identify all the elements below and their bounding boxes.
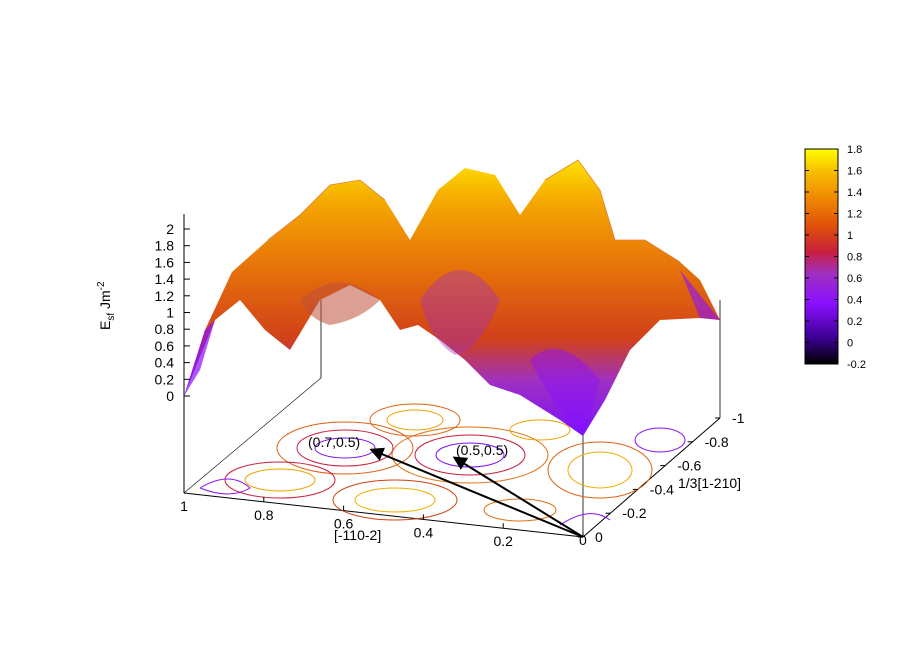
surface-dip <box>530 348 600 436</box>
contour-line <box>386 409 444 431</box>
contour-line <box>509 419 571 441</box>
contour-line <box>547 441 653 499</box>
y-tick-label: -0.4 <box>650 481 674 497</box>
colorbar-tick-label: 0.4 <box>847 295 862 307</box>
x-tick-label: 1 <box>180 498 188 514</box>
x-tick-label: 0.8 <box>254 507 274 523</box>
colorbar-ticks: 1.8 1.6 1.4 1.2 1 0.8 0.6 0.4 0.2 0 -0.2 <box>805 144 866 371</box>
z-tick-label: 1.4 <box>155 271 175 287</box>
x-tick-label: 0.2 <box>493 533 513 549</box>
z-tick-label: 1 <box>166 305 174 321</box>
colorbar-tick-label: 1.4 <box>847 187 862 199</box>
colorbar-tick-label: 0 <box>847 338 853 350</box>
contour-line <box>634 427 686 453</box>
energy-surface <box>184 159 720 436</box>
x-tick-label: 0.6 <box>334 516 354 532</box>
colorbar-tick-label: 1.2 <box>847 209 862 221</box>
colorbar: 1.8 1.6 1.4 1.2 1 0.8 0.6 0.4 0.2 0 -0.2 <box>804 144 866 371</box>
x-tick-label: 0.4 <box>414 524 434 540</box>
surface-dip <box>184 320 215 396</box>
contour-line <box>199 478 251 495</box>
back-edge-line <box>183 377 322 494</box>
contour-line <box>332 479 458 521</box>
contour-line <box>296 429 394 467</box>
y-tick-label: 0 <box>595 529 603 545</box>
z-tick-label: 2 <box>166 221 174 237</box>
y-axis-label: 1/3[1-210] <box>678 475 741 491</box>
contour-line <box>391 426 549 484</box>
surface-dip <box>420 270 500 355</box>
y-tick-label: -0.6 <box>677 458 701 474</box>
surface-dip <box>300 282 380 325</box>
vector-arrow-0.7-0.5 <box>369 447 584 538</box>
z-label-sup: -2 <box>96 281 107 290</box>
z-label-unit: Jm <box>97 290 113 313</box>
z-tick-label: 0.6 <box>155 338 175 354</box>
contour-line <box>414 434 526 476</box>
surface-mesh-highlight <box>544 159 681 263</box>
colorbar-tick-label: 1 <box>847 230 853 242</box>
colorbar-tick-label: 1.8 <box>847 144 862 156</box>
y-axis-ticks: 0 -0.2-0.4-0.6-0.8-1 <box>578 410 745 545</box>
y-tick-label: -0.8 <box>705 434 729 450</box>
z-tick-label: 1.8 <box>155 238 175 254</box>
z-tick-label: 0.8 <box>155 321 175 337</box>
vector-arrows: (0.7,0.5) (0.5,0.5) <box>308 434 584 538</box>
vector-arrow-0.5-0.5 <box>452 456 584 538</box>
contour-line <box>244 468 316 492</box>
vector-label-0.5-0.5: (0.5,0.5) <box>456 442 508 458</box>
z-tick-label: 0.2 <box>155 371 175 387</box>
x-axis-line <box>183 492 584 538</box>
contour-line <box>276 421 414 475</box>
origin-label: 0 <box>579 532 587 548</box>
z-axis-ticks: 00.20.40.60.811.21.41.61.82 <box>155 221 190 404</box>
contour-line <box>369 403 461 437</box>
y-tick-label: -0.2 <box>622 505 646 521</box>
surface-body <box>184 160 720 436</box>
z-label-sub: sf <box>106 313 117 321</box>
contour-line <box>559 513 611 526</box>
x-axis-ticks: 1 0.8 0.6 0.4 0.2 <box>180 488 584 549</box>
contour-line <box>224 461 336 499</box>
x-axis-label: [-110-2] <box>334 527 381 543</box>
y-tick-label: -1 <box>732 410 745 426</box>
surface-dip <box>680 270 720 320</box>
z-tick-label: 1.2 <box>155 288 175 304</box>
colorbar-gradient <box>804 148 839 365</box>
colorbar-tick-label: 1.6 <box>847 166 862 178</box>
contour-line <box>567 451 633 489</box>
colorbar-tick-label: 0.8 <box>847 252 862 264</box>
colorbar-tick-label: 0.6 <box>847 273 862 285</box>
z-tick-label: 1.6 <box>155 254 175 270</box>
z-tick-label: 0.4 <box>155 355 175 371</box>
contour-map <box>199 403 686 526</box>
surface-mesh-highlight <box>267 179 386 241</box>
vector-label-0.7-0.5: (0.7,0.5) <box>308 434 360 450</box>
z-label-main: E <box>97 321 113 330</box>
svg-text:Esf Jm-2: Esf Jm-2 <box>96 281 117 330</box>
z-axis-label: Esf Jm-2 <box>96 281 117 330</box>
colorbar-tick-label: 0.2 <box>847 316 862 328</box>
z-tick-label: 0 <box>166 388 174 404</box>
contour-line <box>354 487 436 513</box>
colorbar-tick-label: -0.2 <box>847 359 866 371</box>
